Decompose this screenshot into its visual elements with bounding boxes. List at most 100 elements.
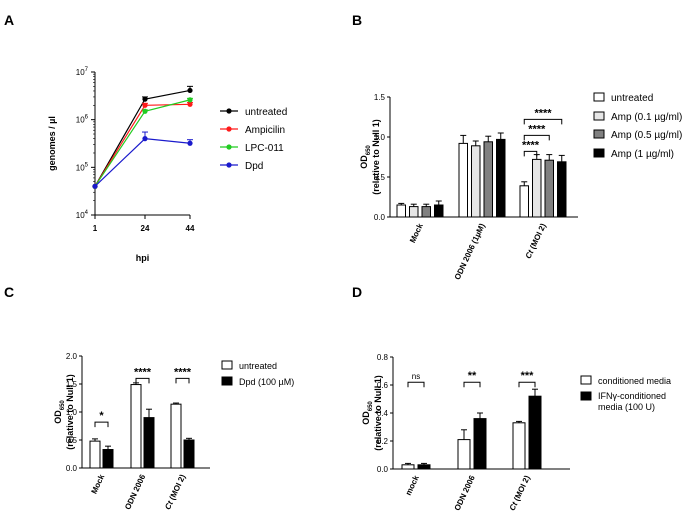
significance-label: **** [534,107,552,119]
x-category-label-part: (MOI 2) [511,474,532,505]
y-axis-label: OD650 (relative to Null 1) [53,374,75,450]
y-axis-label-line1: OD650 [53,400,66,424]
x-category-label: mock [404,474,421,497]
legend-swatch [593,92,605,102]
bar [170,403,182,469]
y-tick-base: 10 [76,211,85,220]
x-category-label-part: ODN 2006 (1µM) [453,222,487,281]
y-tick-label: 1.5 [66,380,78,389]
x-category-label: Ct (MOI 2) [508,474,532,512]
legend-label: conditioned media [598,376,671,386]
y-axis-label-main: OD [359,155,369,169]
bar [471,145,481,218]
x-category-label-part: Mock [90,473,107,496]
y-axis-label-main: OD [361,411,371,425]
panel-label-D: D [352,284,362,300]
significance-bracket [523,118,563,125]
y-axis-label-line2: (relative to Null 1) [373,375,383,451]
legend-label: LPC-011 [245,143,284,154]
significance-bracket [523,134,550,141]
significance-bracket [518,381,536,388]
data-point [142,108,148,114]
data-point [187,140,193,146]
significance-bracket [523,150,538,157]
significance-bracket [175,377,190,384]
legend-swatch [580,375,592,385]
data-point [92,183,98,189]
y-tick-label: 0.4 [377,409,389,418]
y-tick-exponent: 7 [85,67,89,73]
x-tick-label: 44 [186,224,195,233]
panel-label-B: B [352,12,362,28]
legend-swatch [593,148,605,158]
panel-label-A: A [4,12,14,28]
legend-swatch [221,376,233,386]
y-axis-label-subscript: 650 [366,145,372,156]
data-point [187,101,193,107]
legend-marker [226,162,232,168]
series-line-Ampicilin [94,103,191,187]
y-tick-label: 0.0 [377,465,389,474]
legend-label: Amp (0.5 µg/ml) [611,130,682,141]
y-tick-label: 0.5 [66,436,78,445]
x-tick-label: 24 [141,224,150,233]
chart-panel-B: 0.0 0.5 1.0 1.5 OD650 (relative to Null 1) Moc… [359,92,682,281]
legend-swatch [580,391,592,401]
legend-swatch [221,360,233,370]
legend-marker [226,108,232,114]
y-axis-label-subscript: 650 [368,401,374,412]
legend-label: untreated [245,107,287,118]
legend-label: untreated [239,361,277,371]
legend-label-line: media (100 U) [598,402,655,412]
legend-label: untreated [611,93,653,104]
legend-swatch [593,111,605,121]
significance-label: * [99,410,104,422]
y-tick-label: 2.0 [66,352,78,361]
y-tick-label: 0.8 [377,353,389,362]
y-axis-label-line1: OD650 [359,145,372,169]
y-tick-label: 0.2 [377,437,389,446]
bar [130,384,142,469]
y-tick-exponent: 5 [85,162,89,168]
bar [512,422,526,470]
y-tick-base: 10 [76,68,85,77]
y-tick-label: 0.0 [374,213,386,222]
significance-bracket [94,421,109,428]
legend-label: Dpd (100 µM) [239,377,294,387]
bar [557,161,567,218]
data-point [142,96,148,102]
y-tick-label: 1.5 [374,93,386,102]
data-point [142,102,148,108]
legend-swatch [593,129,605,139]
x-category-label: ODN 2006 (1µM) [453,222,487,281]
y-axis-label: OD650 (relative to Null 1) [359,119,381,195]
x-category-label: ODN 2006 [123,473,147,512]
x-category-label-part: Ct [524,248,536,260]
y-tick-label: 0.6 [377,381,389,390]
data-point [187,97,193,103]
x-category-label-part: Ct [508,500,520,512]
y-tick-label: 1.0 [66,408,78,417]
bar [102,449,114,469]
y-tick-label: 104 [76,210,89,220]
y-tick-exponent: 4 [85,210,89,216]
bar [143,417,155,469]
y-tick-label: 1.0 [374,133,386,142]
x-category-label: Mock [90,473,107,496]
x-category-label-part: (MOI 2) [527,222,548,253]
y-axis-label-subscript: 650 [60,400,66,411]
bar [528,395,542,470]
y-tick-label: 0.0 [66,464,78,473]
y-tick-exponent: 6 [85,115,89,121]
significance-label: ns [412,372,420,381]
data-point [187,87,193,94]
x-category-label-part: Ct [163,499,175,511]
legend-label: Ampicilin [245,125,285,136]
data-point [142,136,148,142]
significance-label: ** [468,370,477,382]
chart-panel-C: 0.0 0.5 1.0 1.5 2.0 OD650 (relative to Null 1)… [53,352,294,511]
bar [89,440,101,469]
legend-marker [226,126,232,132]
